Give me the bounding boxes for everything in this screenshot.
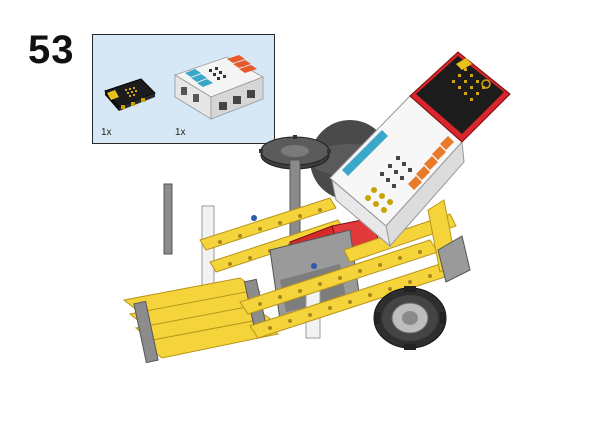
front-platform bbox=[124, 278, 278, 363]
robot-model-illustration bbox=[110, 50, 530, 370]
step-number: 53 bbox=[28, 28, 75, 73]
